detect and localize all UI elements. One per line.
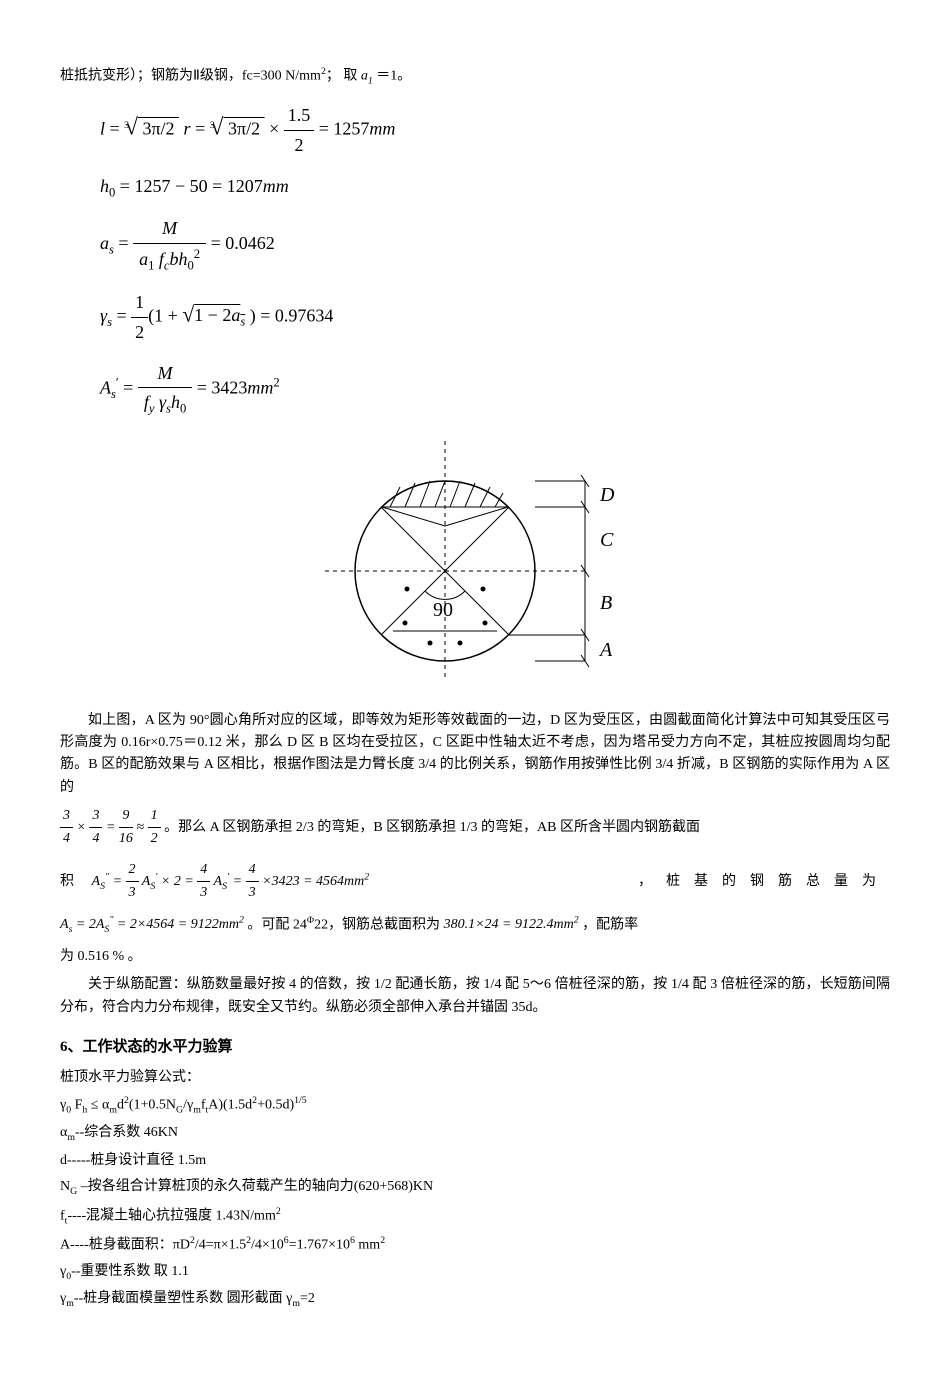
hatch-1 <box>390 487 400 507</box>
calc-line-5: ft----混凝土轴心抗拉强度 1.43N/mm2 <box>60 1204 890 1229</box>
dot-5 <box>428 641 433 646</box>
paragraph-1: 如上图，A 区为 90°圆心角所对应的区域，即等效为矩形等效截面的一边，D 区为… <box>60 710 890 800</box>
line-Atotal: As = 2AS″ = 2×4564 = 9122mm2 。可配 24Φ22，钢… <box>60 913 890 938</box>
label-c: C <box>600 529 614 551</box>
calc-block: 桩顶水平力验算公式： γ0 Fh ≤ αmd2(1+0.5NG/γmftA)(1… <box>60 1067 890 1312</box>
rebar-a: 。可配 24 <box>247 917 307 932</box>
para1-b: 。那么 A 区钢筋承担 2/3 的弯矩，B 区钢筋承担 1/3 的弯矩，AB 区… <box>164 820 700 835</box>
calc-line-3: d-----桩身设计直径 1.5m <box>60 1150 890 1172</box>
hatch-3 <box>420 481 430 507</box>
heading-6: 6、工作状态的水平力验算 <box>60 1035 890 1059</box>
formula-Atotal: As = 2AS″ = 2×4564 = 9122mm2 <box>60 917 247 932</box>
dot-1 <box>405 587 410 592</box>
formula-as: as = Ma1 fcbh02 = 0.0462 <box>100 214 890 276</box>
var-a: a <box>361 69 368 84</box>
para1-a: 如上图，A 区为 90°圆心角所对应的区域，即等效为矩形等效截面的一边，D 区为… <box>60 713 890 795</box>
rebar-b: 22，钢筋总截面积为 <box>314 917 444 932</box>
dot-2 <box>481 587 486 592</box>
label-b: B <box>600 592 612 614</box>
circle-diagram: 90 D C B A <box>60 431 890 699</box>
hatch-2 <box>405 483 415 507</box>
tail-4: 钢 <box>750 874 778 889</box>
calc-line-7: γ0--重要性系数 取 1.1 <box>60 1261 890 1284</box>
hatch-8 <box>495 493 503 507</box>
calc-line-1: γ0 Fh ≤ αmd2(1+0.5NG/γmftA)(1.5d2+0.5d)1… <box>60 1093 890 1118</box>
calc-line-2: αm--综合系数 46KN <box>60 1122 890 1145</box>
diagram-angle-90: 90 <box>433 599 453 621</box>
calc-line-8: γm--桩身截面模量塑性系数 圆形截面 γm=2 <box>60 1288 890 1311</box>
dot-4 <box>483 621 488 626</box>
tail-6: 总 <box>806 874 834 889</box>
frac-line: 34 × 34 = 916 ≈ 12 。那么 A 区钢筋承担 2/3 的弯矩，B… <box>60 805 890 851</box>
top-line: 桩抵抗变形）；钢筋为Ⅱ级钢，fc=300 N/mm2； 取 a1 ＝1。 <box>60 64 890 89</box>
dot-6 <box>458 641 463 646</box>
formula-As-prime: As′ = Mfy γsh0 = 3423mm2 <box>100 359 890 420</box>
ratio-text: 为 0.516 % 。 <box>60 949 142 964</box>
ji-label: 积 <box>60 874 74 889</box>
calc-line-0: 桩顶水平力验算公式： <box>60 1067 890 1089</box>
hatch-4 <box>435 481 445 507</box>
tail-3: 的 <box>722 874 750 889</box>
rebar-phi: Φ <box>307 915 314 926</box>
tail-7: 量 <box>834 874 862 889</box>
formula-area: 380.1×24 = 9122.4mm2 <box>444 917 579 932</box>
calc-line-6: A----桩身截面积：πD2/4=π×1.52/4×106=1.767×106 … <box>60 1233 890 1257</box>
ratio-line: 为 0.516 % 。 <box>60 946 890 968</box>
hatch-6 <box>465 483 475 507</box>
tail-2: 基 <box>694 874 722 889</box>
line-As2: 积 AS″ = 23 AS′ × 2 = 43 AS′ = 43 ×3423 =… <box>60 859 890 905</box>
var-a-val: ＝1。 <box>373 69 412 84</box>
tail-0: ， <box>638 874 666 889</box>
tail-8: 为 <box>862 874 890 889</box>
tail-5: 筋 <box>778 874 806 889</box>
calc-line-4: NG –按各组合计算桩顶的永久荷载产生的轴向力(620+568)KN <box>60 1176 890 1199</box>
formula-h0: h0 = 1257 − 50 = 1207mm <box>100 172 890 203</box>
paragraph-3: 关于纵筋配置：纵筋数量最好按 4 的倍数，按 1/2 配通长筋，按 1/4 配 … <box>60 974 890 1019</box>
top-text-mid: ； 取 <box>326 69 361 84</box>
para2-tail: ，桩基的钢筋总量为 <box>638 871 890 893</box>
formula-l: l = 3√ 3π/2 r = 3√ 3π/2 × 1.52 = 1257mm <box>100 101 890 160</box>
formula-As2: AS″ = 23 AS′ × 2 = 43 AS′ = 43 ×3423 = 4… <box>92 874 370 889</box>
tail-1: 桩 <box>666 874 694 889</box>
rebar-c: ，配筋率 <box>582 917 638 932</box>
hatch-5 <box>450 481 460 507</box>
top-text-before: 桩抵抗变形）；钢筋为Ⅱ级钢，fc=300 N/mm <box>60 69 321 84</box>
formula-gamma: γs = 12(1 + √1 − 2as ) = 0.97634 <box>100 288 890 347</box>
label-a: A <box>598 639 613 661</box>
dot-3 <box>403 621 408 626</box>
label-d: D <box>599 484 615 506</box>
